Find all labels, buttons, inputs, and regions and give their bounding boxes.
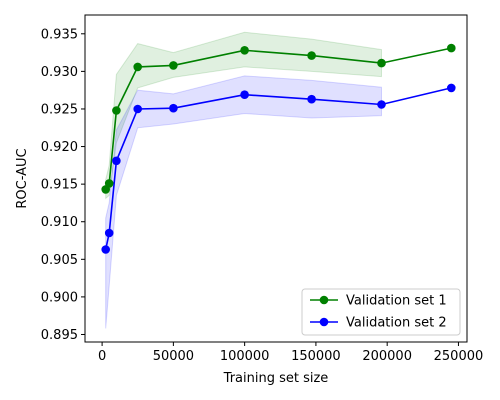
- data-point-series-2: [307, 94, 316, 104]
- y-tick-label: 0.915: [41, 178, 78, 193]
- data-point-series-1: [104, 179, 114, 188]
- y-tick-label: 0.920: [41, 140, 78, 155]
- x-tick-label: 200000: [362, 349, 412, 364]
- x-tick-label: 150000: [291, 349, 341, 364]
- data-point-series-1: [169, 61, 178, 70]
- legend-box: [301, 288, 461, 336]
- legend-marker-2: [319, 317, 329, 327]
- y-tick-label: 0.895: [41, 328, 78, 343]
- x-axis-title: Training set size: [223, 371, 329, 386]
- data-point-series-1: [307, 51, 316, 60]
- data-point-series-2: [240, 90, 249, 99]
- y-tick-label: 0.930: [41, 65, 78, 80]
- plot-frame: [84, 14, 468, 343]
- legend-label-2: Validation set 2: [346, 316, 447, 331]
- data-point-series-2: [377, 100, 386, 109]
- legend-marker-1: [319, 295, 329, 305]
- y-axis-title: ROC-AUC: [15, 148, 30, 208]
- x-tick-label: 0: [98, 349, 106, 364]
- data-point-series-2: [169, 103, 178, 113]
- legend: Validation set 1 Validation set 2: [301, 288, 461, 336]
- series-points: [101, 43, 456, 254]
- y-tick-label: 0.925: [41, 102, 78, 117]
- x-tick-label: 250000: [434, 349, 484, 364]
- data-point-series-2: [447, 83, 456, 93]
- y-tick-label: 0.910: [41, 215, 78, 230]
- data-point-series-2: [104, 228, 114, 238]
- confidence-bands: [105, 31, 382, 329]
- data-point-series-2: [101, 245, 110, 254]
- legend-label-1: Validation set 1: [346, 294, 447, 309]
- confidence-band-series-2: [105, 75, 382, 329]
- x-axis-ticks: 0 50000 100000 150000 200000 250000: [98, 342, 483, 364]
- data-point-series-2: [133, 104, 142, 114]
- data-point-series-1: [447, 43, 456, 53]
- y-tick-label: 0.905: [41, 253, 78, 268]
- x-tick-label: 50000: [153, 349, 194, 364]
- x-tick-label: 100000: [220, 349, 270, 364]
- data-point-series-1: [133, 62, 142, 72]
- y-tick-label: 0.900: [41, 290, 78, 305]
- y-axis-ticks: 0.895 0.900 0.905 0.910 0.915 0.920 0.925 0.930…: [41, 27, 85, 343]
- data-point-series-1: [240, 46, 249, 55]
- y-tick-label: 0.935: [41, 27, 78, 42]
- data-point-series-1: [377, 58, 386, 68]
- data-point-series-2: [112, 156, 121, 166]
- data-point-series-1: [112, 106, 121, 115]
